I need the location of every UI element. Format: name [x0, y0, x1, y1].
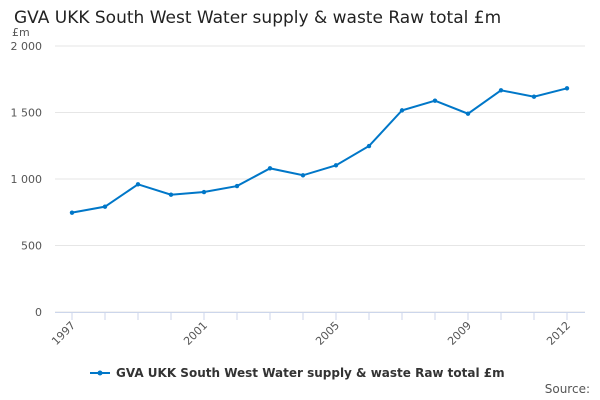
y-tick-label: 1 500: [11, 107, 43, 120]
data-point: [168, 192, 174, 197]
y-tick-label: 0: [35, 306, 42, 319]
data-point: [399, 108, 405, 113]
x-tick-label: 1997: [49, 319, 78, 348]
data-point: [300, 173, 306, 178]
legend-label: GVA UKK South West Water supply & waste …: [116, 366, 505, 380]
x-tick-label: 2005: [313, 319, 342, 348]
data-point: [102, 204, 108, 209]
data-point: [267, 166, 273, 171]
source-label: Source:: [544, 382, 590, 396]
y-tick-label: 1 000: [11, 173, 43, 186]
data-point: [333, 163, 339, 168]
data-point: [564, 86, 570, 91]
legend-line-icon: [90, 370, 110, 376]
legend-item[interactable]: GVA UKK South West Water supply & waste …: [90, 366, 505, 380]
data-point: [432, 98, 438, 103]
data-point: [366, 143, 372, 149]
x-tick-label: 2009: [445, 319, 474, 348]
data-point: [531, 94, 537, 99]
data-point: [498, 88, 504, 93]
y-tick-label: 2 000: [11, 40, 43, 53]
x-tick-label: 2012: [544, 319, 573, 348]
series-line: [71, 87, 568, 214]
data-point: [135, 182, 141, 187]
x-tick-label: 2001: [181, 319, 210, 348]
data-point: [201, 189, 207, 195]
data-point: [69, 210, 75, 215]
data-point: [234, 183, 240, 189]
data-point: [465, 111, 471, 116]
chart-title: GVA UKK South West Water supply & waste …: [14, 8, 502, 28]
y-axis-label: £m: [12, 26, 30, 39]
y-tick-label: 500: [21, 240, 42, 253]
